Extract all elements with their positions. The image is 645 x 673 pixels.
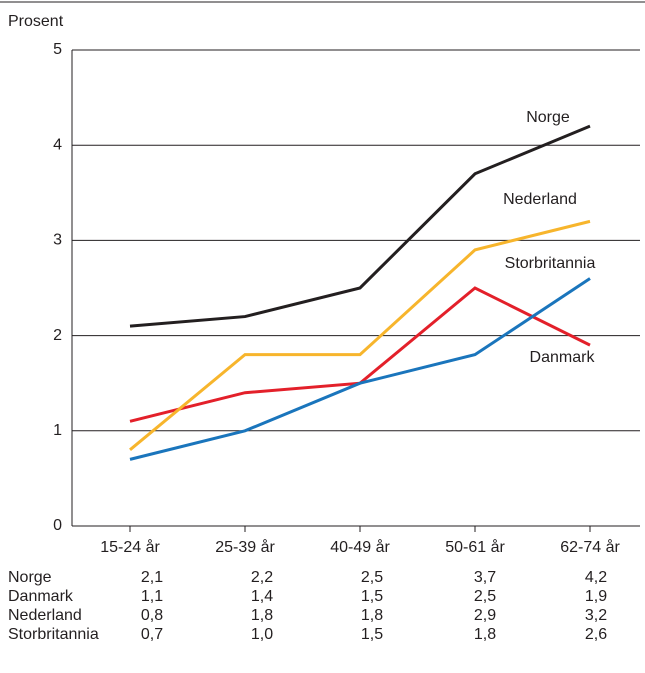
y-tick-label: 1: [53, 422, 62, 439]
table-row-name: Nederland: [8, 607, 82, 624]
table-value: 1,5: [361, 626, 383, 643]
table-value: 3,2: [585, 607, 607, 624]
y-tick-label: 0: [53, 517, 62, 534]
table-value: 0,8: [141, 607, 163, 624]
table-value: 1,9: [585, 588, 607, 605]
series-label: Nederland: [503, 191, 577, 208]
y-tick-label: 4: [53, 136, 62, 153]
table-value: 1,0: [251, 626, 273, 643]
table-value: 2,2: [251, 569, 273, 586]
table-value: 1,8: [361, 607, 383, 624]
table-row-name: Storbritannia: [8, 626, 99, 643]
x-tick-label: 40-49 år: [330, 538, 390, 556]
table-row-name: Norge: [8, 569, 52, 586]
series-line: [129, 277, 591, 461]
table-value: 1,1: [141, 588, 163, 605]
table-value: 1,8: [251, 607, 273, 624]
table-value: 2,6: [585, 626, 607, 643]
table-value: 4,2: [585, 569, 607, 586]
series-line: [129, 124, 591, 328]
y-axis-label: Prosent: [8, 13, 64, 30]
x-tick-label: 62-74 år: [560, 538, 620, 556]
table-row-name: Danmark: [8, 588, 74, 605]
y-tick-label: 5: [53, 41, 62, 58]
table-value: 2,5: [474, 588, 496, 605]
series-label: Danmark: [530, 349, 596, 366]
table-value: 1,4: [251, 588, 273, 605]
y-tick-label: 3: [53, 232, 62, 249]
table-value: 3,7: [474, 569, 496, 586]
table-value: 2,5: [361, 569, 383, 586]
x-tick-label: 50-61 år: [445, 538, 505, 556]
table-value: 1,5: [361, 588, 383, 605]
x-tick-label: 15-24 år: [100, 538, 160, 556]
series-label: Norge: [526, 109, 570, 126]
y-tick-label: 2: [53, 327, 62, 344]
series-label: Storbritannia: [505, 255, 596, 272]
x-tick-label: 25-39 år: [215, 538, 275, 556]
table-value: 1,8: [474, 626, 496, 643]
series-line: [129, 219, 591, 451]
table-value: 2,9: [474, 607, 496, 624]
table-value: 2,1: [141, 569, 163, 586]
table-value: 0,7: [141, 626, 163, 643]
